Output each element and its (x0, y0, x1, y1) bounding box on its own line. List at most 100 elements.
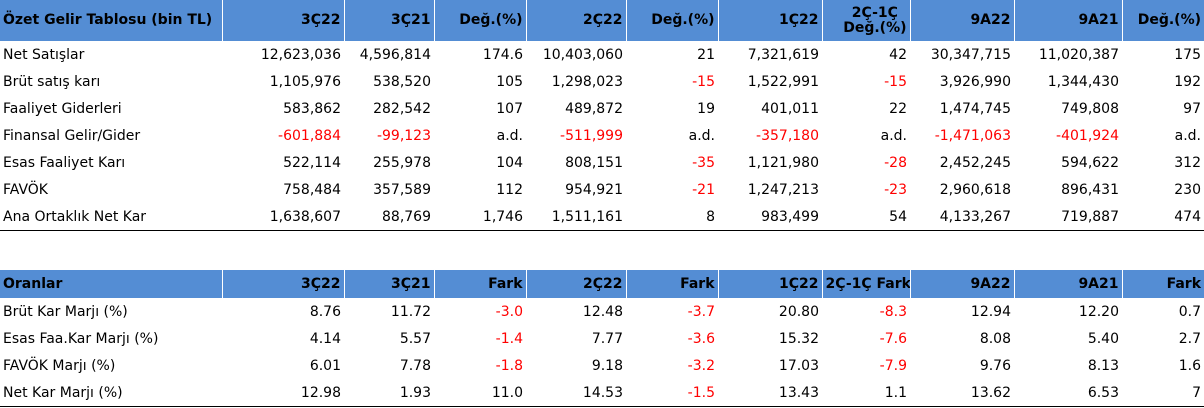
table-cell: 357,589 (373, 181, 431, 198)
table-cell: 7,321,619 (747, 46, 819, 63)
table-cell: 12.94 (970, 303, 1011, 320)
table-cell: 719,887 (1014, 203, 1122, 231)
row-label: FAVÖK Marjı (%) (3, 357, 116, 374)
table-cell: -3.0 (495, 303, 523, 320)
table-cell: 2,452,245 (939, 154, 1011, 171)
table-cell: 11.72 (390, 303, 431, 320)
table-cell: -3.7 (687, 303, 715, 320)
table-cell: 54 (822, 203, 910, 231)
table-cell: 474 (1122, 203, 1204, 231)
table-cell: 12.48 (582, 303, 623, 320)
table-cell: -7.9 (879, 357, 907, 374)
table-cell: 17.03 (778, 357, 819, 374)
column-header: 3Ç22 (221, 270, 344, 298)
table-cell: 1,638,607 (222, 203, 344, 231)
table-cell: 11.0 (434, 379, 526, 407)
table-cell: -8.3 (879, 303, 907, 320)
table-cell: a.d. (880, 127, 907, 144)
table-cell: 1,522,991 (747, 73, 819, 90)
table-cell: 3,926,990 (939, 73, 1011, 90)
table-cell: 1,344,430 (1047, 73, 1119, 90)
column-header: Özet Gelir Tablosu (bin TL) (0, 0, 222, 41)
table-cell: -357,180 (756, 127, 819, 144)
column-header: Değ.(%) (625, 0, 718, 41)
table-row: Net Satışlar 12,623,036 4,596,814 174.6 10,4… (0, 41, 1204, 68)
row-label: Net Satışlar (3, 46, 85, 63)
table-cell: 538,520 (373, 73, 431, 90)
column-header: 2Ç-1Ç Fark (821, 270, 910, 298)
table-cell: 10,403,060 (542, 46, 623, 63)
table-cell: -601,884 (278, 127, 341, 144)
table-cell: 15.32 (778, 330, 819, 347)
table-header-row: Özet Gelir Tablosu (bin TL) 3Ç22 3Ç21 De… (0, 0, 1204, 41)
table-cell: 20.80 (778, 303, 819, 320)
income-statement-table: Özet Gelir Tablosu (bin TL) 3Ç22 3Ç21 De… (0, 0, 1204, 231)
table-cell: 7.78 (399, 357, 431, 374)
table-cell: 97 (1183, 100, 1201, 117)
table-cell: 749,808 (1061, 100, 1119, 117)
column-header: 3Ç21 (343, 0, 434, 41)
table-cell: -23 (884, 181, 907, 198)
row-label: Ana Ortaklık Net Kar (0, 203, 222, 231)
column-header: 9A21 (1013, 270, 1122, 298)
table-cell: 1.6 (1178, 357, 1201, 374)
table-cell: 12.98 (222, 379, 344, 407)
table-cell: 1,298,023 (551, 73, 623, 90)
table-cell: 6.53 (1014, 379, 1122, 407)
column-header: 1Ç22 (717, 270, 822, 298)
table-cell: 107 (496, 100, 523, 117)
table-cell: 954,921 (565, 181, 623, 198)
table-row: Finansal Gelir/Gider -601,884 -99,123 a.d. -… (0, 122, 1204, 149)
row-label: Faaliyet Giderleri (3, 100, 122, 117)
column-header: Değ.(%) (1121, 0, 1204, 41)
table-cell: a.d. (1174, 127, 1201, 144)
table-cell: 4,596,814 (359, 46, 431, 63)
table-cell: 104 (496, 154, 523, 171)
table-cell: 22 (889, 100, 907, 117)
column-header: 3Ç21 (343, 270, 434, 298)
column-header: Fark (1121, 270, 1204, 298)
row-label: Net Kar Marjı (%) (0, 379, 222, 407)
table-cell: a.d. (496, 127, 523, 144)
table-cell: 4.14 (309, 330, 341, 347)
table-cell: -1.5 (626, 379, 718, 407)
row-label: Brüt satış karı (3, 73, 101, 90)
table-cell: 105 (496, 73, 523, 90)
table-cell: 808,151 (565, 154, 623, 171)
table-cell: 2.7 (1178, 330, 1201, 347)
column-header: 3Ç22 (221, 0, 344, 41)
table-cell: -1.4 (495, 330, 523, 347)
table-cell: -35 (692, 154, 715, 171)
column-header: 2Ç-1Ç Değ.(%) (821, 0, 910, 41)
table-cell: 11,020,387 (1038, 46, 1119, 63)
table-cell: 112 (496, 181, 523, 198)
table-cell: 1,105,976 (269, 73, 341, 90)
table-cell: -511,999 (560, 127, 623, 144)
table-body: Brüt Kar Marjı (%) 8.76 11.72 -3.0 12.48 -3.7… (0, 298, 1204, 407)
table-cell: 1,474,745 (939, 100, 1011, 117)
table-cell: -1,471,063 (934, 127, 1011, 144)
table-cell: 594,622 (1061, 154, 1119, 171)
table-cell: 758,484 (283, 181, 341, 198)
table-row: Ana Ortaklık Net Kar 1,638,607 88,769 1,746… (0, 203, 1204, 231)
table-cell: 9.76 (979, 357, 1011, 374)
table-cell: 255,978 (373, 154, 431, 171)
column-header: 9A22 (909, 0, 1014, 41)
table-cell: 1,746 (434, 203, 526, 231)
table-cell: 9.18 (591, 357, 623, 374)
table-cell: 2,960,618 (939, 181, 1011, 198)
table-cell: 896,431 (1061, 181, 1119, 198)
table-cell: -99,123 (376, 127, 431, 144)
table-cell: 192 (1174, 73, 1201, 90)
table-cell: 13.62 (910, 379, 1014, 407)
column-header: 1Ç22 (717, 0, 822, 41)
table-cell: -1.8 (495, 357, 523, 374)
table-row: Net Kar Marjı (%) 12.98 1.93 11.0 14.53 -1.5 1… (0, 379, 1204, 407)
table-cell: 282,542 (373, 100, 431, 117)
row-label: Esas Faa.Kar Marjı (%) (3, 330, 159, 347)
table-cell: -15 (692, 73, 715, 90)
ratios-table: Oranlar 3Ç22 3Ç21 Fark 2Ç22 Fark 1Ç22 2Ç… (0, 270, 1204, 407)
row-label: Brüt Kar Marjı (%) (3, 303, 128, 320)
table-cell: 5.40 (1087, 330, 1119, 347)
table-cell: 4,133,267 (910, 203, 1014, 231)
